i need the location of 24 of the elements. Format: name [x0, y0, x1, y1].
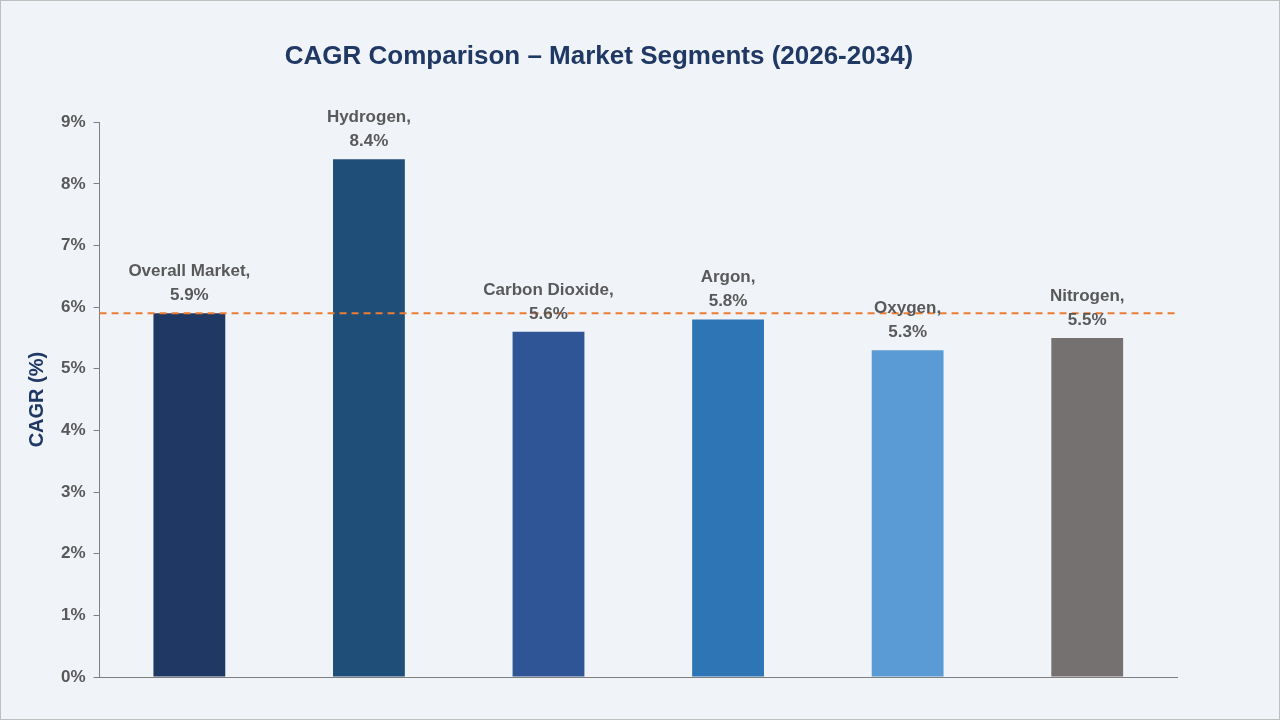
- y-tick-label: 0%: [60, 666, 86, 686]
- y-axis-title: CAGR (%): [24, 351, 47, 448]
- y-tick-label: 8%: [60, 173, 86, 193]
- y-tick-label: 2%: [60, 543, 86, 563]
- bar: [512, 331, 585, 677]
- bar: [692, 319, 764, 677]
- bar: [153, 313, 226, 677]
- y-tick-label: 6%: [60, 296, 86, 316]
- y-tick-label: 4%: [60, 420, 86, 440]
- y-tick-label: 9%: [60, 111, 86, 131]
- data-label: Hydrogen, 8.4%: [325, 106, 412, 153]
- y-tick-label: 3%: [60, 481, 86, 501]
- data-label: Argon, 5.8%: [699, 266, 757, 313]
- data-label: Overall Market, 5.9%: [128, 261, 251, 305]
- data-label: Nitrogen, 5.5%: [1048, 284, 1126, 331]
- y-tick-label: 5%: [60, 358, 86, 378]
- bar: [871, 350, 944, 677]
- data-label: Oxygen, 5.3%: [873, 297, 943, 344]
- bar: [333, 159, 405, 677]
- y-tick-label: 1%: [60, 605, 86, 625]
- bar: [1051, 337, 1124, 677]
- chart-title: CAGR Comparison – Market Segments (2026-2034): [284, 39, 914, 70]
- y-tick-label: 7%: [60, 235, 86, 255]
- data-label: Carbon Dioxide, 5.6%: [482, 278, 615, 325]
